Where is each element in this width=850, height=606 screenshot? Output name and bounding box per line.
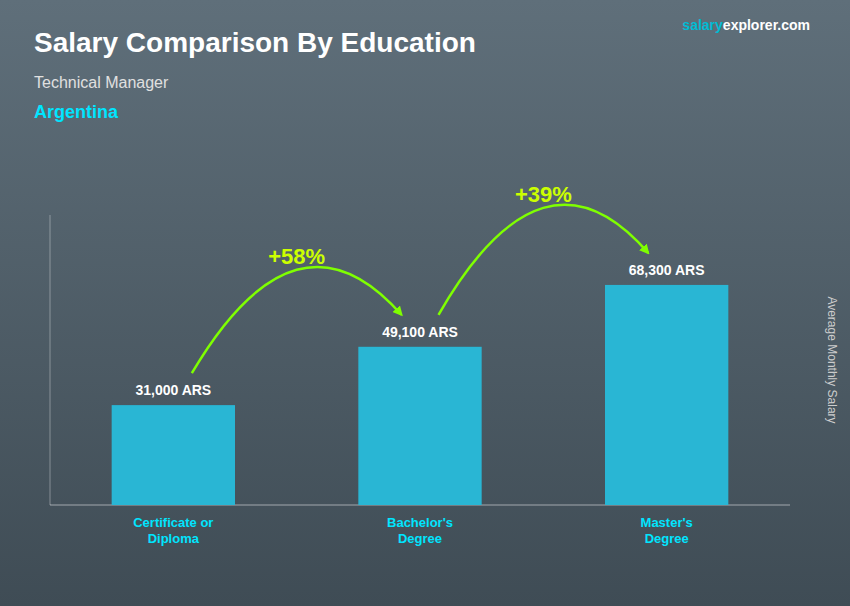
x-tick-label: Bachelor'sDegree (387, 515, 453, 546)
bar (605, 285, 728, 505)
x-tick-label: Certificate orDiploma (133, 515, 213, 546)
chart: Salary Comparison By Education Technical … (0, 0, 850, 606)
watermark-part: salary (682, 17, 723, 33)
arrow (192, 267, 402, 373)
watermark-part: explorer.com (723, 17, 810, 33)
y-axis-line (50, 215, 51, 505)
annotation: +39% (515, 182, 572, 207)
bars (112, 285, 729, 505)
subtitle: Argentina (34, 102, 119, 122)
y-axis-label: Average Monthly Salary (825, 296, 839, 423)
arrow (439, 205, 649, 315)
bar (358, 347, 481, 505)
watermark: salaryexplorer.com (682, 17, 810, 33)
x-tick-label-line: Bachelor's (387, 515, 453, 530)
x-tick-label-line: Degree (645, 531, 689, 546)
title: Salary Comparison By Education (34, 27, 476, 58)
bar (112, 405, 235, 505)
subtitle: Technical Manager (34, 74, 169, 91)
data-label: 49,100 ARS (382, 324, 458, 340)
x-tick-label-line: Diploma (148, 531, 200, 546)
data-label: 31,000 ARS (135, 382, 211, 398)
x-tick-label-line: Certificate or (133, 515, 213, 530)
x-tick-label: Master'sDegree (641, 515, 693, 546)
x-tick-label-line: Master's (641, 515, 693, 530)
x-tick-label-line: Degree (398, 531, 442, 546)
annotation: +58% (268, 244, 325, 269)
data-label: 68,300 ARS (629, 262, 705, 278)
